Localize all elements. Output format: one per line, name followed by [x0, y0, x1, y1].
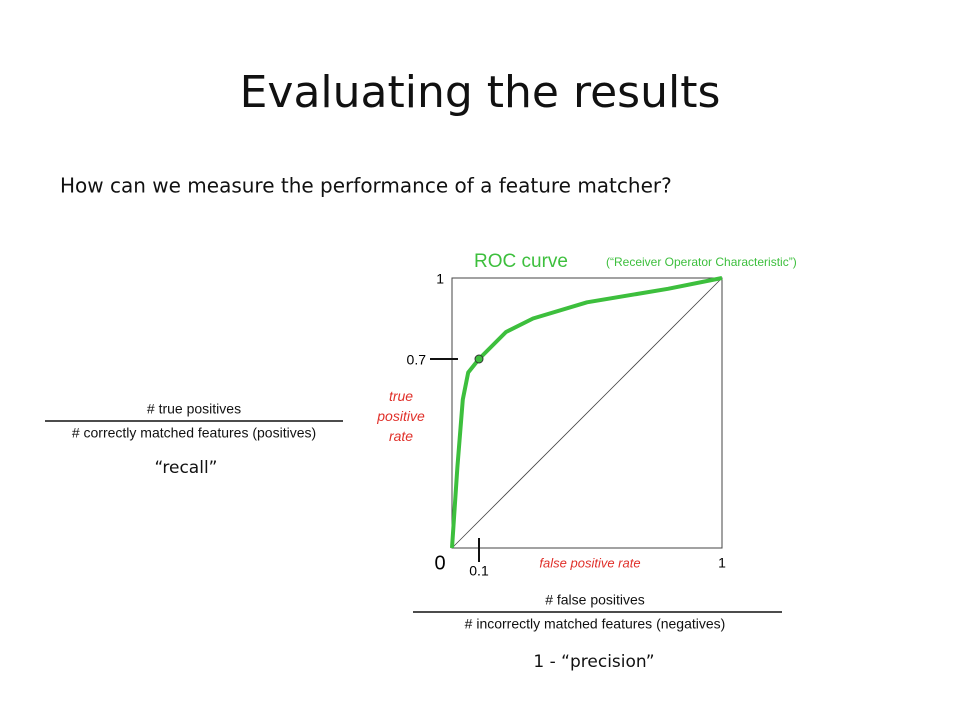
- roc-curve: [450, 276, 723, 549]
- slide-title: Evaluating the results: [240, 67, 721, 118]
- recall-label: “recall”: [155, 458, 218, 478]
- diagonal: [451, 277, 723, 549]
- slide-subtitle: How can we measure the performance of a …: [60, 174, 672, 198]
- fpr-denominator: # incorrectly matched features (negative…: [465, 616, 726, 632]
- operating-point: [474, 354, 484, 364]
- x-tick-label: 0.1: [469, 563, 489, 579]
- fpr-label: 1 - “precision”: [533, 652, 654, 672]
- chart-title: ROC curve: [474, 251, 568, 272]
- x-axis-label: false positive rate: [539, 555, 640, 570]
- recall-numerator: # true positives: [147, 401, 241, 417]
- plot-frame: [451, 277, 723, 549]
- y-tick-label: 1: [436, 271, 444, 287]
- recall-denominator: # correctly matched features (positives): [72, 425, 316, 441]
- x-tick-label: 0: [434, 552, 445, 574]
- y-tick-label: 0.7: [407, 352, 427, 368]
- x-tick-label: 1: [718, 555, 726, 571]
- fpr-numerator: # false positives: [545, 592, 645, 608]
- chart-subtitle: (“Receiver Operator Characteristic”): [606, 255, 797, 269]
- y-axis-label: true positive rate: [377, 388, 425, 444]
